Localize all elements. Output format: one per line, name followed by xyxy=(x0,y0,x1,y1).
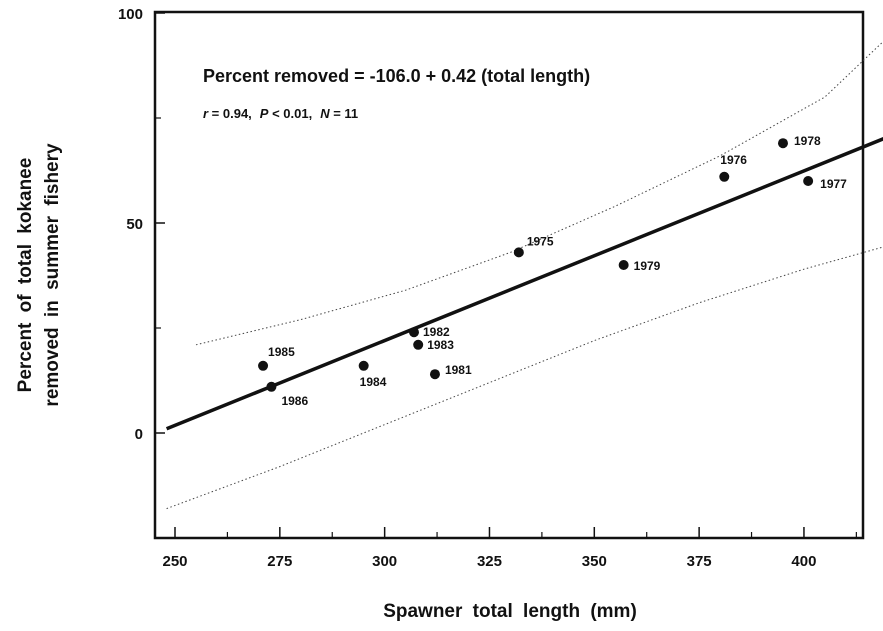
confidence-bands xyxy=(166,41,883,510)
x-tick-label: 250 xyxy=(162,553,187,570)
data-label-1978: 1978 xyxy=(794,134,821,148)
regression-line xyxy=(165,137,883,431)
stat-p-symbol: P xyxy=(260,106,269,121)
stat-p-value: < 0.01, xyxy=(268,106,312,121)
axis-ticks: 250275300325350375400425050100 xyxy=(118,6,857,570)
plot-frame xyxy=(153,10,865,540)
data-point-1984 xyxy=(358,360,369,371)
data-point-1985 xyxy=(258,360,269,371)
x-tick-label: 375 xyxy=(687,553,712,570)
regression-line-group xyxy=(165,137,883,431)
data-point-1983 xyxy=(413,339,424,350)
regression-equation: Percent removed = -106.0 + 0.42 (total l… xyxy=(203,66,590,86)
lower-confidence-band xyxy=(166,246,883,510)
y-axis-title-line-2: removed in summer fishery xyxy=(42,143,63,407)
data-point-1981 xyxy=(429,369,440,380)
x-tick-label: 400 xyxy=(791,553,816,570)
data-label-1979: 1979 xyxy=(634,259,661,273)
data-label-1977: 1977 xyxy=(820,177,847,191)
data-label-1985: 1985 xyxy=(268,345,295,359)
x-tick-label: 300 xyxy=(372,553,397,570)
x-tick-label: 325 xyxy=(477,553,502,570)
x-tick-label: 350 xyxy=(582,553,607,570)
regression-stats: r = 0.94, P < 0.01, N = 11 xyxy=(203,106,358,121)
y-axis-title-line-1: Percent of total kokanee xyxy=(15,158,36,393)
stat-n-value: = 11 xyxy=(330,106,359,121)
data-label-1983: 1983 xyxy=(427,338,454,352)
data-label-1982: 1982 xyxy=(423,325,450,339)
y-tick-label: 50 xyxy=(126,216,143,233)
data-point-1977 xyxy=(803,176,814,186)
stat-r-symbol: r xyxy=(203,106,209,121)
data-point-1979 xyxy=(618,260,629,270)
y-axis-title: Percent of total kokanee removed in summ… xyxy=(15,143,63,407)
data-label-1986: 1986 xyxy=(281,394,308,408)
data-point-1976 xyxy=(719,171,730,182)
upper-confidence-band xyxy=(195,41,883,346)
data-label-1981: 1981 xyxy=(445,363,472,377)
y-tick-label: 100 xyxy=(118,6,143,23)
x-axis-title: Spawner total length (mm) xyxy=(383,601,637,622)
stat-n-symbol: N xyxy=(320,106,330,121)
data-label-1975: 1975 xyxy=(527,234,554,248)
data-point-1975 xyxy=(513,247,524,258)
data-point-1982 xyxy=(409,327,420,338)
data-label-1984: 1984 xyxy=(360,375,387,389)
data-point-1978 xyxy=(777,138,788,149)
data-point-1986 xyxy=(266,381,277,392)
stat-r-value: = 0.94, xyxy=(208,106,252,121)
y-tick-label: 0 xyxy=(135,426,143,443)
data-label-1976: 1976 xyxy=(720,153,747,167)
x-tick-label: 275 xyxy=(267,553,292,570)
